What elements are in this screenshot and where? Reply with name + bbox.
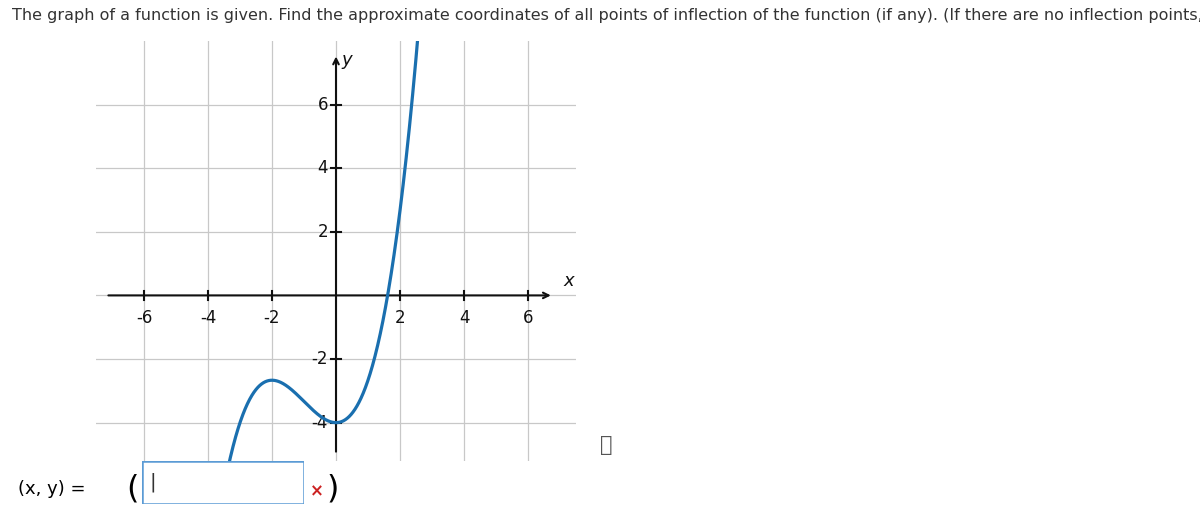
Text: y: y — [342, 51, 353, 69]
Text: 2: 2 — [395, 309, 406, 327]
Text: (: ( — [126, 474, 138, 504]
Text: (x, y) =: (x, y) = — [18, 480, 85, 498]
Text: -2: -2 — [264, 309, 281, 327]
Text: ⓘ: ⓘ — [600, 435, 612, 456]
Text: 2: 2 — [317, 223, 328, 241]
Text: 4: 4 — [458, 309, 469, 327]
Text: 6: 6 — [318, 96, 328, 114]
Text: -2: -2 — [312, 350, 328, 368]
Text: The graph of a function is given. Find the approximate coordinates of all points: The graph of a function is given. Find t… — [12, 8, 1200, 23]
Text: -4: -4 — [312, 414, 328, 432]
Text: -4: -4 — [200, 309, 216, 327]
Text: ): ) — [326, 474, 338, 504]
Text: 4: 4 — [318, 159, 328, 177]
Text: ×: × — [310, 482, 324, 501]
FancyBboxPatch shape — [142, 461, 304, 504]
Text: -6: -6 — [136, 309, 152, 327]
Text: |: | — [150, 473, 156, 493]
Text: x: x — [563, 272, 574, 290]
Text: 6: 6 — [523, 309, 533, 327]
